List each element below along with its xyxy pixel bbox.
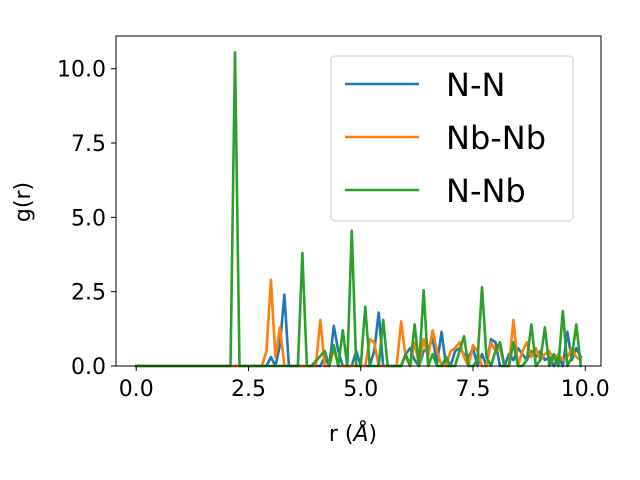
y-tick-label: 5.0 <box>71 206 106 231</box>
legend-label-n-n: N-N <box>446 66 505 104</box>
legend-box <box>330 55 574 222</box>
x-axis-label-close: ) <box>369 422 378 447</box>
series-line-n-nb <box>134 51 583 368</box>
y-tick-label: 10.0 <box>57 58 106 83</box>
legend: N-N Nb-Nb N-Nb <box>330 55 574 222</box>
x-axis-label-unit: Å <box>351 420 368 447</box>
x-tick-label: 0.0 <box>119 377 154 402</box>
x-tick-label: 2.5 <box>231 377 266 402</box>
y-tick-label: 7.5 <box>71 132 106 157</box>
plot-frame <box>115 35 602 367</box>
x-tick-label: 10.0 <box>561 377 610 402</box>
x-axis-label: r (Å) <box>329 420 377 447</box>
x-axis-label-main: r ( <box>329 422 354 447</box>
y-axis-ticks: 0.0 2.5 5.0 7.5 10.0 <box>57 58 116 380</box>
x-tick-label: 5.0 <box>343 377 378 402</box>
y-axis-label: g(r) <box>11 182 36 222</box>
legend-label-nb-nb: Nb-Nb <box>446 119 546 157</box>
x-axis-ticks: 0.0 2.5 5.0 7.5 10.0 <box>119 366 610 402</box>
x-tick-label: 7.5 <box>456 377 491 402</box>
legend-label-n-nb: N-Nb <box>446 172 526 210</box>
y-tick-label: 2.5 <box>71 281 106 306</box>
y-tick-label: 0.0 <box>71 355 106 380</box>
